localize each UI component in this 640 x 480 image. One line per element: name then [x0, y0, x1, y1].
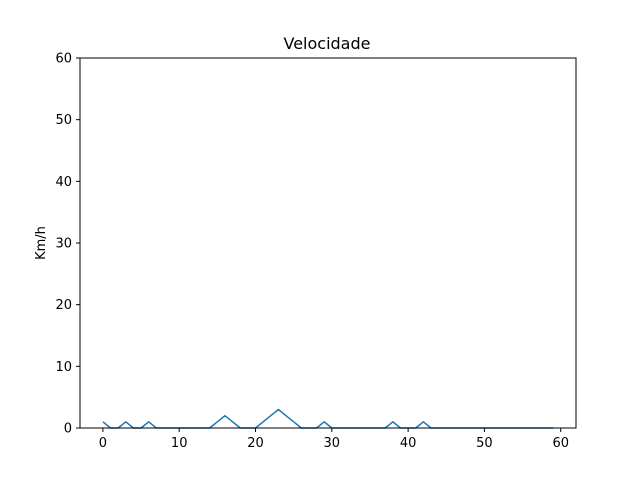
x-tick-label: 10 [171, 436, 188, 451]
x-tick-label: 30 [324, 436, 341, 451]
y-tick-label: 0 [64, 422, 72, 437]
y-tick-label: 20 [55, 298, 72, 313]
x-axis-ticks: 0 10 20 30 40 50 60 [99, 428, 569, 451]
x-tick-label: 50 [476, 436, 493, 451]
y-axis-label: Km/h [34, 226, 49, 260]
y-tick-label: 40 [55, 175, 72, 190]
x-tick-label: 40 [400, 436, 417, 451]
x-tick-label: 0 [99, 436, 107, 451]
y-tick-label: 50 [55, 113, 72, 128]
y-tick-label: 10 [55, 360, 72, 375]
y-tick-label: 30 [55, 237, 72, 252]
chart-title: Velocidade [284, 34, 371, 53]
plot-frame [79, 57, 577, 429]
y-tick-label: 60 [55, 52, 72, 67]
x-tick-label: 20 [247, 436, 264, 451]
y-axis-ticks: 0 10 20 30 40 50 60 [55, 52, 80, 437]
x-tick-label: 60 [552, 436, 569, 451]
